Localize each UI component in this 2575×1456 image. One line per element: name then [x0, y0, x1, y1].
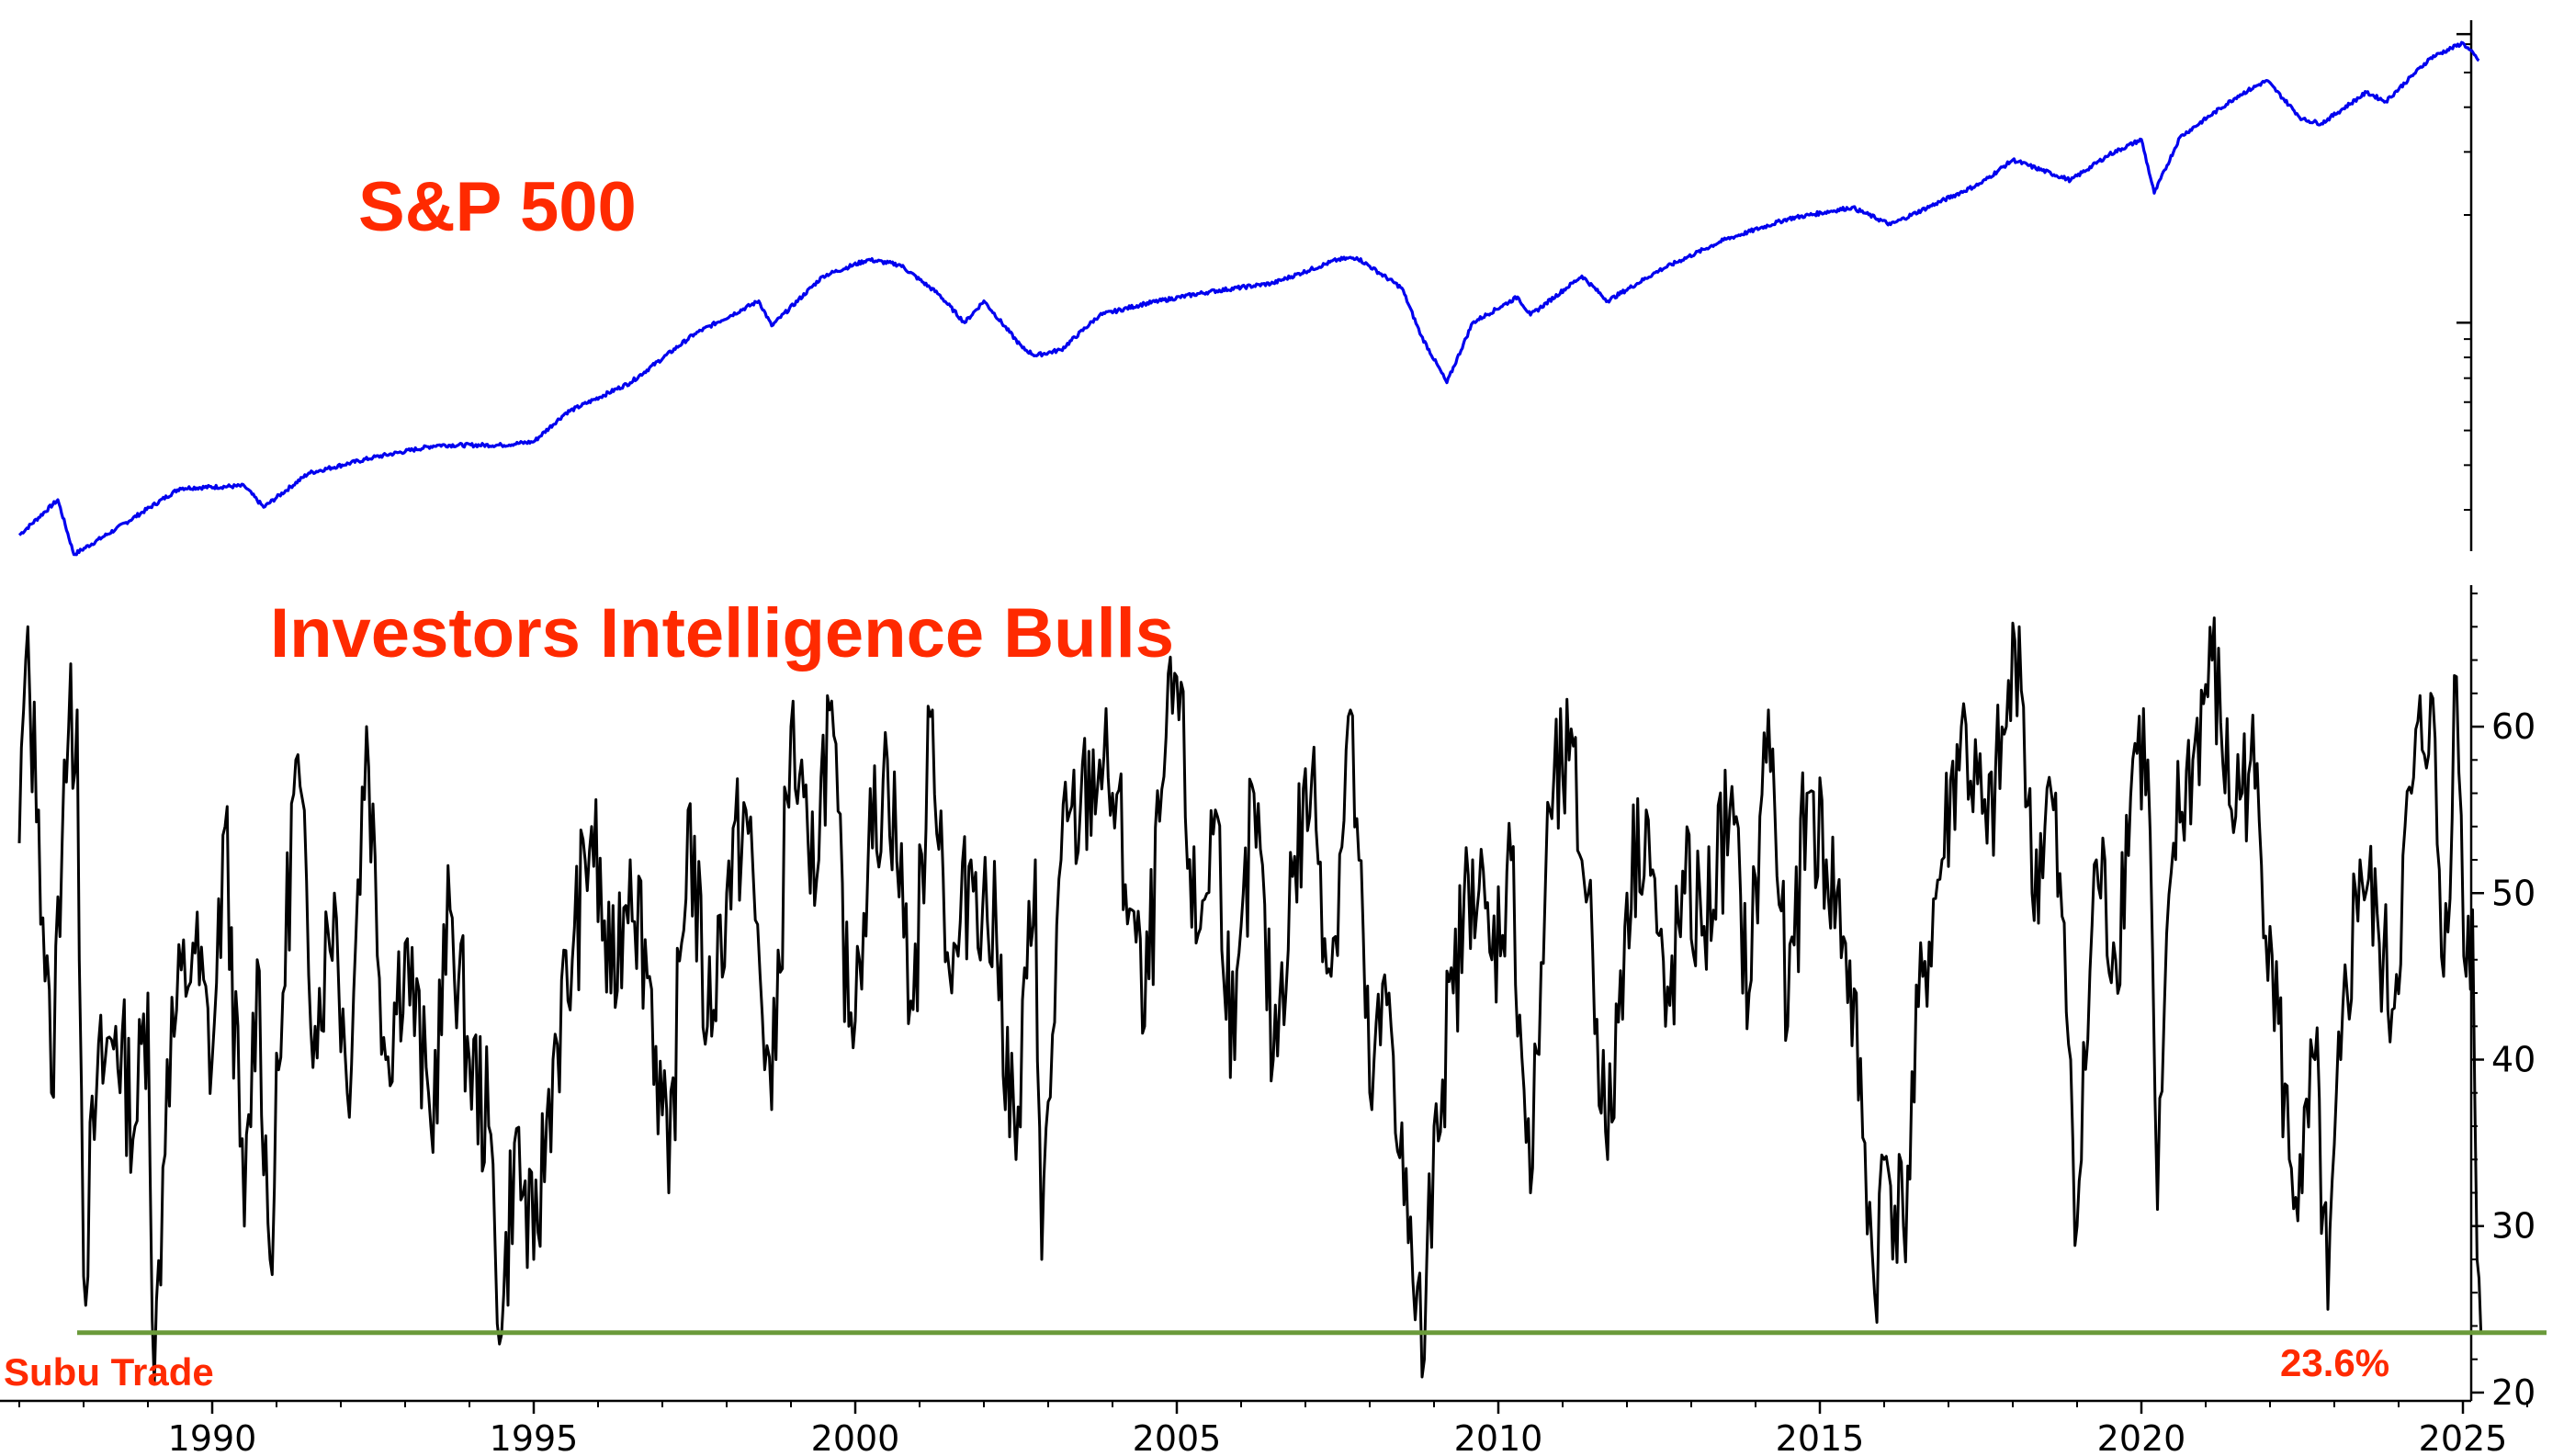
- last-value-label: 23.6%: [2280, 1341, 2390, 1384]
- x-tick-label: 2010: [1454, 1418, 1543, 1451]
- threshold-label: Subu Trade: [4, 1350, 214, 1394]
- x-tick-label: 2000: [811, 1418, 900, 1451]
- bulls-series-line: [17, 616, 2483, 1386]
- x-tick-label: 1995: [490, 1418, 579, 1451]
- bulls-panel-title: Investors Intelligence Bulls: [270, 594, 1175, 672]
- y-tick-label: 40: [2491, 1039, 2535, 1079]
- x-tick-label: 2020: [2097, 1418, 2186, 1451]
- spx-panel-title: S&P 500: [358, 168, 637, 246]
- x-tick-label: 2005: [1133, 1418, 1222, 1451]
- bulls-plot-area: [17, 616, 2547, 1386]
- y-tick-label: 20: [2491, 1372, 2535, 1413]
- spx-y-axis: [2456, 20, 2473, 551]
- spx-plot-area: [17, 40, 2480, 557]
- spx-series-line: [17, 40, 2480, 557]
- y-tick-label: 50: [2491, 873, 2535, 913]
- bulls-axes: 20 30 40 50 60 1990 1995 2000 2005 2010 2015 2020 20…: [0, 585, 2535, 1456]
- x-tick-label: 1990: [168, 1418, 257, 1451]
- y-tick-label: 30: [2491, 1206, 2535, 1247]
- y-tick-label: 60: [2491, 706, 2535, 747]
- x-tick-label: 2025: [2419, 1418, 2508, 1451]
- x-tick-label: 2015: [1776, 1418, 1865, 1451]
